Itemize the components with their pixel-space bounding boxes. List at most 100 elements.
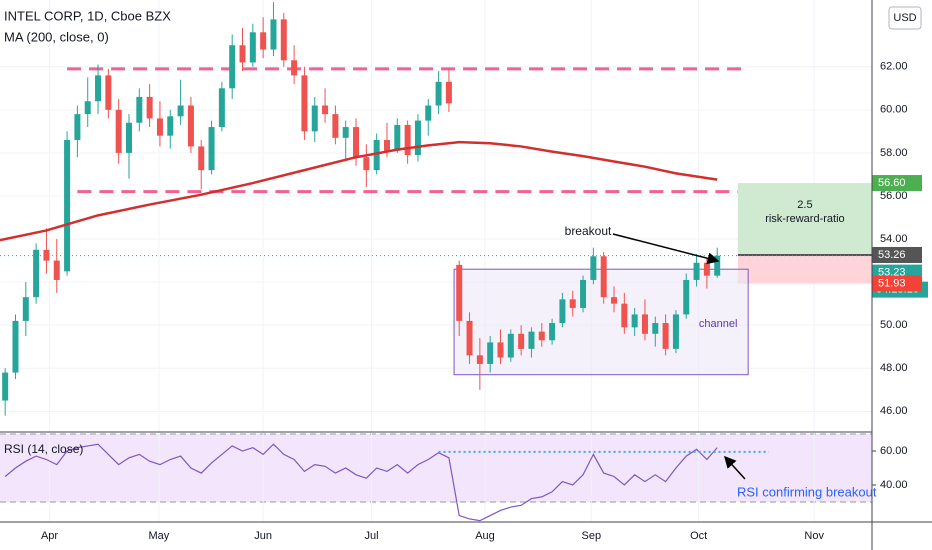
candle-body — [218, 88, 225, 128]
channel-label: channel — [699, 318, 738, 330]
candle-body — [404, 124, 411, 156]
candle-body — [394, 124, 401, 151]
candle-body — [136, 96, 143, 123]
x-tick-label: Apr — [41, 530, 58, 542]
candle-body — [280, 19, 287, 61]
candle-body — [270, 19, 277, 50]
candle-body — [33, 249, 40, 298]
candle-body — [580, 279, 587, 308]
candle-body — [683, 279, 690, 315]
candle-body — [528, 331, 535, 349]
ratio: 2.5 — [797, 199, 812, 211]
candle-body — [497, 342, 504, 358]
x-tick-label: May — [149, 530, 170, 542]
candle-body — [229, 45, 236, 89]
candle-body — [53, 260, 60, 280]
y-tick-label: 58.00 — [880, 147, 908, 159]
candle-body — [611, 297, 618, 304]
candle-body — [363, 157, 370, 171]
candle-body — [239, 45, 246, 63]
candle-body — [84, 101, 91, 115]
y-tick-label: 62.00 — [880, 61, 908, 73]
candle-body — [322, 105, 329, 115]
candle-body — [507, 333, 514, 358]
x-tick-label: Oct — [690, 530, 707, 542]
price-tag — [872, 175, 922, 192]
breakout-label: breakout — [565, 224, 612, 238]
x-tick-label: Aug — [475, 530, 495, 542]
rsi-legend: RSI (14, close) — [4, 442, 83, 456]
rsi-arrow — [723, 455, 746, 480]
candle-body — [703, 262, 710, 276]
x-tick-label: Jul — [364, 530, 378, 542]
candle-body — [198, 146, 205, 171]
y-tick-label: 46.00 — [880, 405, 908, 417]
candle-body — [2, 372, 9, 401]
target-zone — [737, 183, 872, 255]
rsi-tick-label: 60.00 — [880, 445, 908, 457]
y-tick-label: 56.00 — [880, 190, 908, 202]
candle-body — [74, 114, 81, 140]
candle-body — [672, 314, 679, 349]
price-tag-label: 56.60 — [878, 177, 906, 189]
candle-body — [12, 320, 19, 373]
candle-body — [425, 105, 432, 121]
price-tag — [872, 275, 922, 292]
candle-body — [249, 32, 256, 63]
candle-body — [291, 60, 298, 76]
ma-legend: MA (200, close, 0) — [4, 29, 109, 44]
x-tick-label: Sep — [582, 530, 602, 542]
price-tag-label: 53.26 — [878, 249, 906, 261]
candle-body — [456, 264, 463, 321]
candle-body — [353, 127, 360, 158]
rsi-note: RSI confirming breakout — [737, 484, 877, 499]
candle-body — [332, 114, 339, 138]
rsi-tick-label: 40.00 — [880, 479, 908, 491]
candle-body — [311, 105, 318, 132]
x-tick-label: Jun — [254, 530, 272, 542]
candle-body — [662, 323, 669, 349]
candle-body — [559, 299, 566, 324]
candle-body — [621, 303, 628, 328]
candle-body — [476, 355, 483, 364]
candle-body — [373, 139, 380, 171]
candle-body — [383, 139, 390, 151]
candle-body — [187, 105, 194, 147]
candle-body — [301, 75, 308, 132]
candle-body — [569, 299, 576, 308]
candle-body — [156, 118, 163, 136]
candle-body — [631, 314, 638, 328]
candle-body — [177, 105, 184, 117]
candle-body — [208, 127, 215, 171]
candle-body — [590, 256, 597, 280]
stop-zone — [737, 254, 872, 284]
price-tag — [872, 246, 922, 263]
ratio-label: risk-reward-ratio — [765, 213, 844, 225]
candle-body — [693, 262, 700, 280]
candle-body — [43, 249, 50, 261]
candle-body — [487, 342, 494, 364]
currency-box[interactable] — [888, 6, 922, 30]
currency: USD — [893, 12, 916, 24]
y-tick-label: 60.00 — [880, 104, 908, 116]
candle-body — [260, 32, 267, 50]
candle-body — [342, 127, 349, 138]
candle-body — [115, 109, 122, 153]
candle-body — [549, 323, 556, 341]
candle-body — [167, 116, 174, 136]
candle-body — [414, 120, 421, 156]
candle-body — [64, 139, 71, 272]
candle-body — [652, 323, 659, 334]
candle-body — [600, 256, 607, 298]
x-tick-label: Nov — [804, 530, 824, 542]
price-tag-label: 51.93 — [878, 278, 906, 290]
candle-body — [105, 75, 112, 110]
y-tick-label: 54.00 — [880, 233, 908, 245]
candle-body — [538, 331, 545, 341]
candle-body — [518, 333, 525, 349]
breakout-arrow — [612, 233, 720, 265]
y-tick-label: 48.00 — [880, 362, 908, 374]
candle-body — [125, 122, 132, 153]
candle-body — [146, 96, 153, 119]
candle-body — [641, 314, 648, 334]
